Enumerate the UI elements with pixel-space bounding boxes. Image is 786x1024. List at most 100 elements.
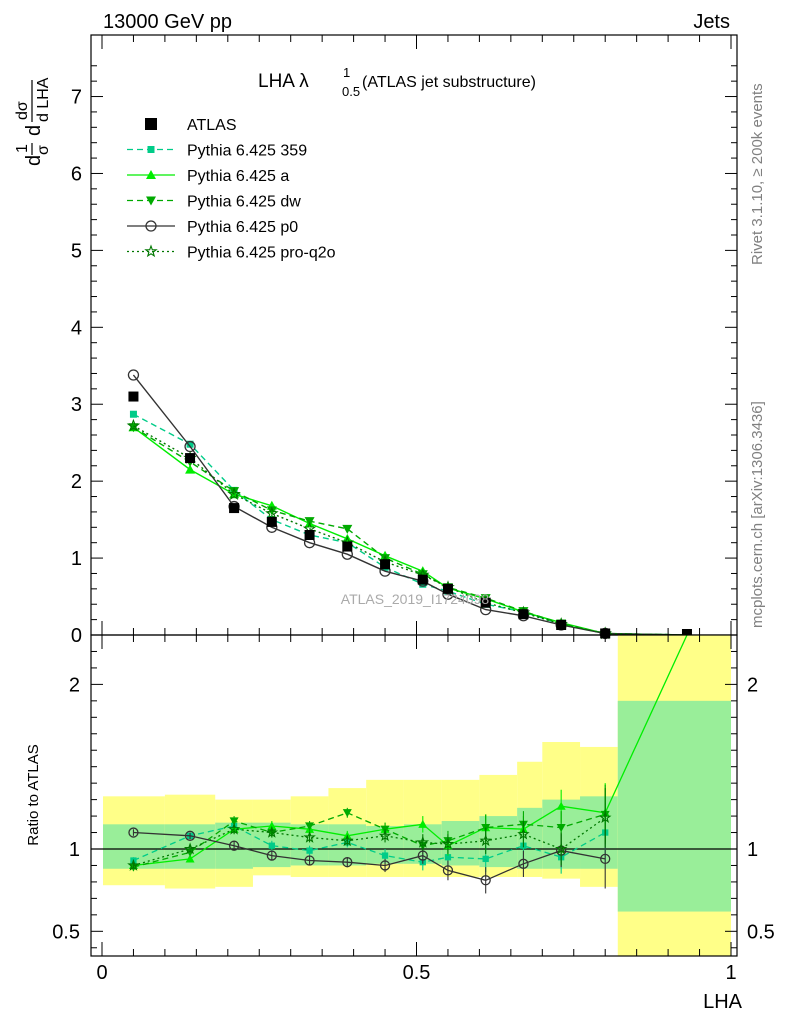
ratio-3-point-6 bbox=[379, 860, 391, 871]
ratio-2-point-4-shape bbox=[305, 822, 315, 831]
atlas-point-2 bbox=[229, 503, 240, 514]
rivet-label: Rivet 3.1.10, ≥ 200k events bbox=[749, 83, 766, 265]
title-suffix: (ATLAS jet substructure) bbox=[362, 74, 536, 91]
atlas-point-10-shape bbox=[518, 609, 529, 620]
atlas-point-8-shape bbox=[442, 583, 453, 594]
atlas-point-1 bbox=[185, 453, 196, 464]
series-3-point-0-shape bbox=[127, 369, 140, 381]
ratio-4-point-12-shape bbox=[598, 811, 612, 824]
series-line-1 bbox=[132, 426, 688, 636]
main-ytick-label-3: 3 bbox=[71, 394, 82, 416]
legend-marker-5-shape bbox=[144, 244, 158, 258]
ratio-1-point-1-shape bbox=[185, 854, 195, 863]
ratio-3-point-6-shape bbox=[379, 860, 391, 871]
series-0-point-1-shape bbox=[186, 440, 194, 448]
mcplots-label: mcplots.cern.ch [arXiv:1306.3436] bbox=[749, 401, 766, 628]
legend-marker-1-shape bbox=[147, 146, 155, 153]
series-2-point-3 bbox=[266, 506, 277, 516]
ylabel-dsigma: dσ bbox=[14, 101, 31, 120]
legend-marker-5 bbox=[144, 244, 158, 258]
ratio-1-point-11-shape bbox=[556, 801, 566, 810]
ratio-3-point-0-shape bbox=[128, 827, 139, 838]
ratio-4-point-11-shape bbox=[554, 842, 568, 855]
atlas-point-2-shape bbox=[229, 503, 240, 514]
main-ytick-label-4: 4 bbox=[71, 317, 82, 339]
ratio-4-point-5-shape bbox=[341, 834, 354, 847]
ratio-0-point-4 bbox=[306, 847, 313, 854]
atlas-point-3-shape bbox=[266, 516, 277, 527]
series-line-3 bbox=[132, 374, 688, 636]
atlas-point-3 bbox=[266, 516, 277, 527]
series-2-point-4-shape bbox=[304, 517, 315, 527]
atlas-point-9 bbox=[480, 597, 491, 608]
ratio-panel bbox=[91, 634, 737, 956]
legend-marker-4-shape bbox=[145, 220, 157, 232]
ratio-ytick-label-left-1: 1 bbox=[69, 839, 80, 861]
legend-marker-4 bbox=[145, 220, 157, 232]
ratio-0-point-6-shape bbox=[381, 852, 389, 859]
series-4-point-3-shape bbox=[265, 506, 279, 520]
ratio-3-point-5 bbox=[342, 857, 353, 868]
ratio-2-point-5 bbox=[342, 809, 352, 818]
series-2-point-5 bbox=[342, 524, 353, 534]
atlas-point-11 bbox=[556, 620, 567, 630]
ratio-line-1 bbox=[133, 634, 688, 867]
ratio-ytick-label-right-2: 2 bbox=[747, 674, 758, 696]
ratio-4-point-4-shape bbox=[303, 830, 316, 843]
atlas-point-8 bbox=[442, 583, 453, 594]
ratio-3-point-5-shape bbox=[342, 857, 353, 868]
title-prefix: LHA λ bbox=[258, 71, 309, 92]
ratio-0-point-8 bbox=[444, 854, 452, 861]
xtick-label-0: 0 bbox=[96, 962, 107, 984]
series-3-point-0 bbox=[127, 369, 140, 381]
band-inner-13 bbox=[617, 700, 731, 912]
ratio-4-point-0-shape bbox=[127, 858, 140, 871]
ratio-3-point-10-shape bbox=[518, 858, 529, 869]
xtick-label-0.5: 0.5 bbox=[403, 962, 431, 984]
ratio-4-point-10-shape bbox=[517, 827, 530, 840]
ratio-3-point-4-shape bbox=[304, 855, 315, 866]
ratio-ytick-label-left-0.5: 0.5 bbox=[52, 921, 80, 943]
ratio-ylabel: Ratio to ATLAS bbox=[25, 744, 42, 845]
ratio-1-point-1 bbox=[185, 854, 195, 863]
atlas-point-9-shape bbox=[480, 597, 491, 608]
atlas-point-13-shape bbox=[681, 629, 692, 639]
legend-marker-2-shape bbox=[146, 170, 156, 179]
ratio-3-point-3 bbox=[266, 850, 277, 861]
atlas-point-4-shape bbox=[304, 530, 315, 540]
ratio-3-point-2 bbox=[228, 840, 240, 851]
ratio-0-point-8-shape bbox=[444, 854, 452, 861]
ratio-2-point-5-shape bbox=[342, 809, 352, 818]
main-panel bbox=[126, 369, 692, 640]
ratio-3-point-1 bbox=[184, 830, 196, 841]
ratio-3-point-9 bbox=[480, 875, 491, 886]
ratio-0-point-3 bbox=[268, 842, 275, 849]
series-2-point-2 bbox=[229, 487, 240, 497]
legend-label-3: Pythia 6.425 dw bbox=[187, 194, 301, 211]
ratio-2-point-2 bbox=[229, 817, 239, 826]
legend-marker-2 bbox=[146, 170, 156, 179]
title-sup: 1 bbox=[343, 65, 350, 80]
ratio-4-point-4 bbox=[303, 830, 316, 843]
legend: ATLAS Pythia 6.425 359 Pythia 6.425 a Pythi… bbox=[127, 117, 336, 262]
atlas-point-6 bbox=[380, 559, 391, 570]
ratio-3-point-12-shape bbox=[600, 853, 611, 865]
ratio-0-point-6 bbox=[381, 852, 389, 859]
ratio-1-point-7 bbox=[418, 819, 428, 828]
atlas-point-4 bbox=[304, 530, 315, 540]
ratio-3-point-8-shape bbox=[442, 865, 454, 876]
ratio-2-point-2-shape bbox=[229, 817, 239, 826]
atlas-point-10 bbox=[518, 609, 529, 620]
main-ytick-label-2: 2 bbox=[71, 471, 82, 493]
ratio-3-point-7-shape bbox=[417, 850, 428, 861]
ratio-4-point-0 bbox=[127, 858, 140, 871]
analysis-watermark: ATLAS_2019_I1724098 bbox=[341, 591, 490, 607]
ratio-4-point-10 bbox=[517, 827, 530, 840]
legend-marker-0 bbox=[145, 118, 157, 130]
ratio-0-point-4-shape bbox=[306, 847, 313, 854]
main-ytick-label-5: 5 bbox=[71, 240, 82, 262]
ratio-ytick-label-right-1: 1 bbox=[747, 839, 758, 861]
legend-marker-1 bbox=[147, 146, 155, 153]
atlas-point-6-shape bbox=[380, 559, 391, 570]
ratio-1-point-11 bbox=[556, 801, 566, 810]
